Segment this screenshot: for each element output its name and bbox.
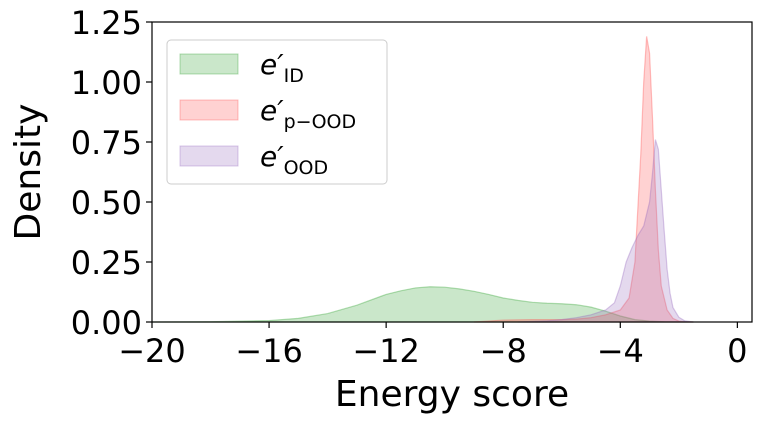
x-tick-label: −8 bbox=[480, 332, 527, 370]
y-tick-label: 0.25 bbox=[71, 244, 142, 282]
plot-frame bbox=[151, 21, 753, 323]
series-layer bbox=[151, 36, 694, 323]
legend-label: e′OOD bbox=[260, 140, 328, 179]
y-tick-label: 0.50 bbox=[71, 184, 142, 222]
legend-label: e′ID bbox=[260, 48, 304, 87]
density-area bbox=[473, 36, 694, 323]
legend-label-base: e′ bbox=[260, 48, 284, 81]
legend-swatch bbox=[179, 53, 239, 75]
y-tick-label: 1.00 bbox=[71, 64, 142, 102]
y-tick-label: 0.75 bbox=[71, 124, 142, 162]
x-tick-label: 0 bbox=[727, 332, 747, 370]
legend-label-subscript: ID bbox=[284, 65, 304, 87]
x-axis-label: Energy score bbox=[335, 374, 569, 415]
y-axis: 0.00 0.25 0.50 0.75 1.00 1.25 bbox=[71, 4, 152, 342]
y-axis-label: Density bbox=[8, 104, 49, 241]
legend-label-subscript: OOD bbox=[284, 157, 329, 179]
legend-label-subscript: p−OOD bbox=[284, 111, 357, 133]
density-area bbox=[517, 139, 694, 323]
series-ood bbox=[517, 139, 694, 323]
x-tick-label: −16 bbox=[235, 332, 303, 370]
legend-label-base: e′ bbox=[260, 94, 284, 127]
x-tick-label: −4 bbox=[597, 332, 644, 370]
x-tick-label: −12 bbox=[352, 332, 420, 370]
y-tick-label: 1.25 bbox=[71, 4, 142, 42]
legend-label: e′p−OOD bbox=[260, 94, 356, 133]
legend-swatch bbox=[179, 145, 239, 167]
series-id bbox=[151, 286, 694, 323]
legend-swatch bbox=[179, 99, 239, 121]
legend-box bbox=[166, 39, 388, 185]
legend-label-base: e′ bbox=[260, 140, 284, 173]
y-tick-label: 0.00 bbox=[71, 304, 142, 342]
density-area bbox=[151, 286, 694, 323]
x-tick-label: −20 bbox=[118, 332, 186, 370]
x-axis: −20 −16 −12 −8 −4 0 bbox=[118, 322, 748, 370]
series-p-ood bbox=[473, 36, 694, 323]
